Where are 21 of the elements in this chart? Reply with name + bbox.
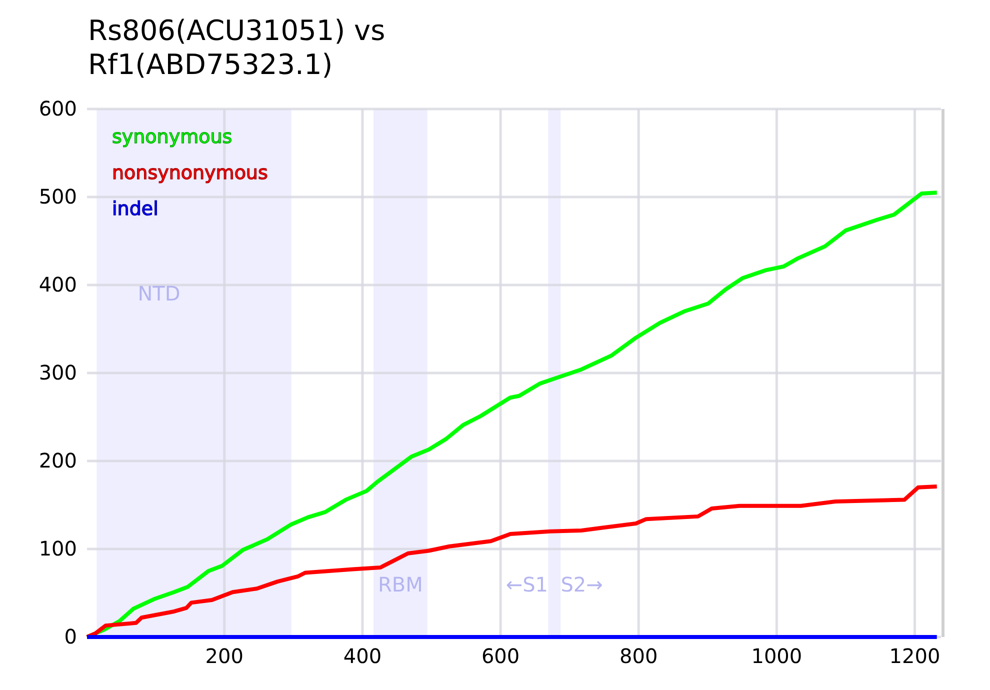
line-series bbox=[85, 484, 939, 639]
x-tick-label: 1200 bbox=[889, 644, 940, 668]
text: synonymous bbox=[112, 126, 232, 148]
band-label: RBM bbox=[378, 572, 423, 596]
y-tick-label: 100 bbox=[38, 536, 77, 560]
text: nonsynonymous bbox=[112, 162, 268, 184]
y-tick-label: 200 bbox=[38, 448, 77, 472]
y-tick-label: 0 bbox=[64, 624, 77, 648]
y-tick-label: 300 bbox=[38, 360, 77, 384]
x-tick-label: 1000 bbox=[751, 644, 802, 668]
y-tick-label: 500 bbox=[38, 184, 77, 208]
band-label: ←S1 S2→ bbox=[506, 572, 603, 596]
x-tick-label: 800 bbox=[620, 644, 658, 668]
x-tick-label: 400 bbox=[343, 644, 382, 668]
band-label: NTD bbox=[138, 281, 180, 306]
chart-title: Rs806(ACU31051) vs Rf1(ABD75323.1) bbox=[88, 14, 386, 81]
y-tick-label: 400 bbox=[38, 272, 77, 296]
x-tick-label: 200 bbox=[205, 644, 244, 668]
x-tick-label: 600 bbox=[481, 644, 520, 668]
text: indel bbox=[112, 198, 158, 220]
y-tick-label: 600 bbox=[38, 96, 77, 120]
